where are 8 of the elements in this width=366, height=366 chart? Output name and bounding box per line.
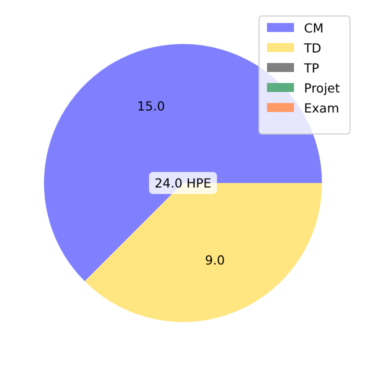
- legend-label: Exam: [304, 100, 340, 116]
- legend-label: CM: [304, 20, 324, 36]
- data-label: 9.0: [204, 252, 225, 268]
- legend-label: TD: [303, 40, 322, 56]
- legend-label: Projet: [304, 80, 340, 96]
- legend-label: TP: [303, 60, 320, 76]
- text: 24.0 HPE: [154, 176, 212, 190]
- data-label: 15.0: [137, 98, 166, 114]
